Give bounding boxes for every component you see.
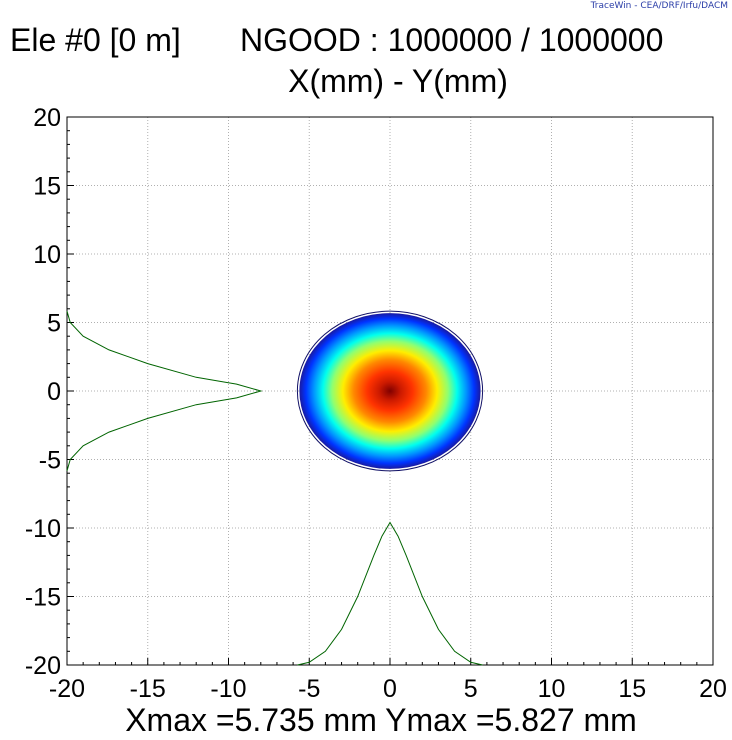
tick-labels: -20 -15 -10 -5 0 5 10 15 20 -20 -15 -10 -5 0 5 10 15 20: [25, 104, 727, 703]
credit-text: TraceWin - CEA/DRF/Irfu/DACM: [590, 1, 728, 11]
x-tick-label: -15: [130, 675, 166, 703]
y-profile-curve: [66, 311, 263, 471]
beam-envelope-ellipse: [296, 310, 484, 472]
x-tick-label: -5: [298, 675, 320, 703]
x-tick-label: 0: [383, 675, 397, 703]
y-tick-label: -5: [39, 447, 61, 475]
x-tick-label: 15: [618, 675, 646, 703]
y-tick-label: 5: [47, 310, 61, 338]
title-line: Ele #0 [0 m] NGOOD : 1000000 / 1000000: [0, 22, 732, 62]
xmax-ymax-footer: Xmax =5.735 mm Ymax =5.827 mm: [125, 702, 637, 738]
chart-subtitle: X(mm) - Y(mm): [288, 63, 508, 99]
y-tick-label: -20: [25, 652, 61, 680]
x-tick-label: -10: [210, 675, 246, 703]
y-tick-label: -10: [25, 515, 61, 543]
y-tick-label: 15: [33, 173, 61, 201]
ngood-label: NGOOD : 1000000 / 1000000: [240, 22, 664, 58]
x-profile-curve: [297, 521, 483, 666]
y-tick-label: 0: [47, 378, 61, 406]
y-tick-label: -15: [25, 584, 61, 612]
x-tick-label: -20: [49, 675, 85, 703]
y-tick-label: 20: [33, 104, 61, 132]
x-tick-label: 5: [464, 675, 478, 703]
y-tick-label: 10: [33, 241, 61, 269]
beam-distribution: [299, 313, 481, 469]
x-tick-label: 10: [538, 675, 566, 703]
plot-frame: [66, 116, 714, 666]
element-label: Ele #0 [0 m]: [10, 22, 181, 58]
x-tick-label: 20: [699, 675, 727, 703]
